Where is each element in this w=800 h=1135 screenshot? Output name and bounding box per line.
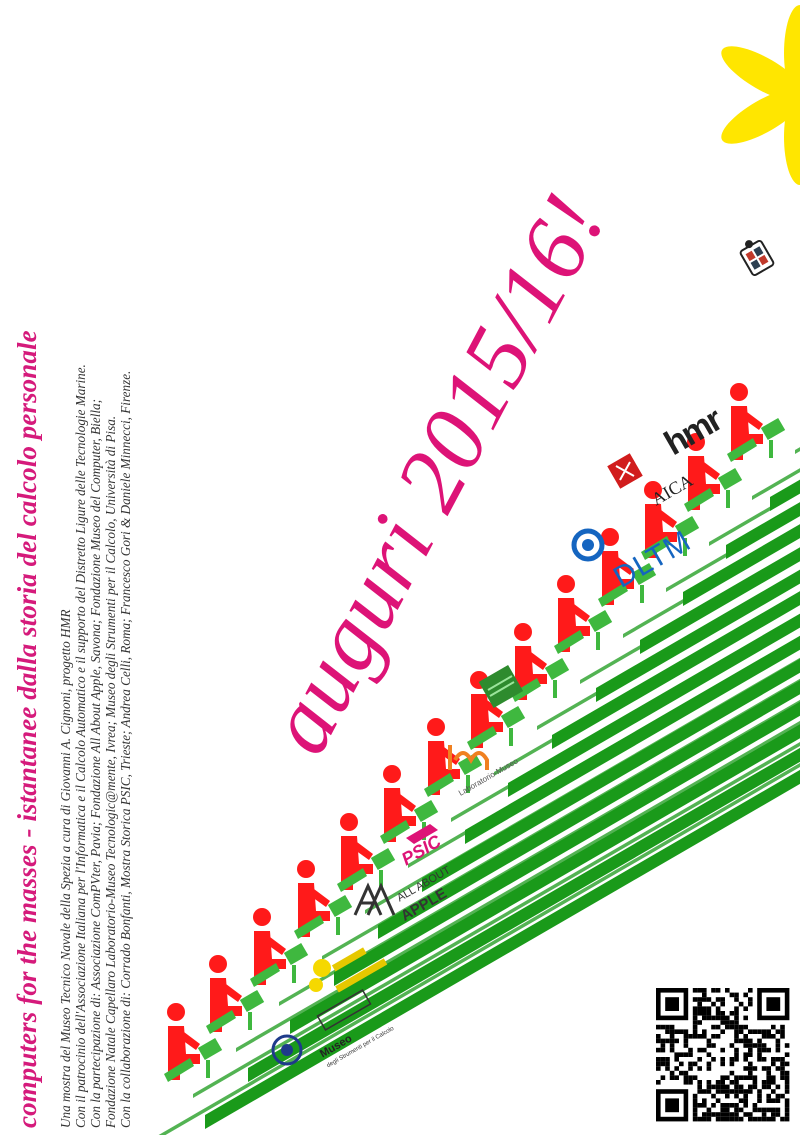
dltm-logo <box>571 528 605 562</box>
person-at-computer-icon <box>250 908 309 987</box>
stair-band <box>580 552 800 684</box>
person-at-computer-icon <box>294 860 353 939</box>
stair-band <box>494 594 800 776</box>
person-at-computer-icon <box>206 955 265 1034</box>
lm-logo <box>448 745 489 770</box>
person-at-computer-icon <box>598 528 657 607</box>
stair-band <box>666 510 800 592</box>
exhibition-title: computers for the masses - istantanee da… <box>12 330 42 1128</box>
stair-band <box>795 447 800 454</box>
stair-band <box>451 615 800 822</box>
person-at-computer-icon <box>337 813 396 892</box>
stair-step <box>248 747 800 1082</box>
stair-band <box>709 489 800 546</box>
stair-band <box>623 531 800 638</box>
credit-line-4: Fondazione Natale Capellaro Laboratorio-… <box>103 415 118 1128</box>
credit-line-2: Con il patrocinio dell'Associazione Ital… <box>73 364 88 1128</box>
stair-band <box>279 699 800 1006</box>
stair-step <box>334 701 800 986</box>
stair-band <box>322 678 800 960</box>
stair-step <box>205 769 800 1129</box>
stair-band <box>752 468 800 500</box>
person-at-computer-icon <box>641 481 700 560</box>
person-at-computer-icon <box>424 718 483 797</box>
person-at-computer-icon <box>380 765 439 844</box>
stair-step <box>422 658 800 892</box>
stair-band <box>408 636 800 868</box>
museo-strumenti-logo <box>271 989 372 1066</box>
qr-code-icon <box>652 984 794 1126</box>
stair-band <box>365 657 800 914</box>
stair-step <box>378 680 800 939</box>
person-at-computer-icon <box>164 1003 223 1082</box>
credit-line-3: Con la partecipazione di: Associazione C… <box>88 398 103 1128</box>
aica-logo <box>607 453 643 489</box>
person-at-computer-icon <box>511 623 570 702</box>
all-about-apple-logo <box>353 882 396 916</box>
compvter-logo <box>309 947 388 993</box>
stair-band <box>537 573 800 730</box>
person-at-computer-icon <box>554 575 613 654</box>
person-at-computer-icon <box>684 433 743 512</box>
asterisk-icon <box>721 5 800 185</box>
person-at-computer-icon <box>727 383 786 462</box>
people-group <box>164 383 786 1082</box>
credit-line-5: Con la collaborazione di: Corrado Bonfan… <box>118 370 133 1128</box>
psic-logo <box>406 824 438 844</box>
stair-step <box>290 724 800 1034</box>
tecnologicamente-logo <box>478 665 524 708</box>
stair-band <box>193 741 800 1098</box>
stair-band <box>158 763 800 1135</box>
credit-line-1: Una mostra del Museo Tecnico Navale dell… <box>58 609 73 1128</box>
sponsor-logos <box>271 239 775 1066</box>
biella-crest-logo <box>739 239 775 277</box>
